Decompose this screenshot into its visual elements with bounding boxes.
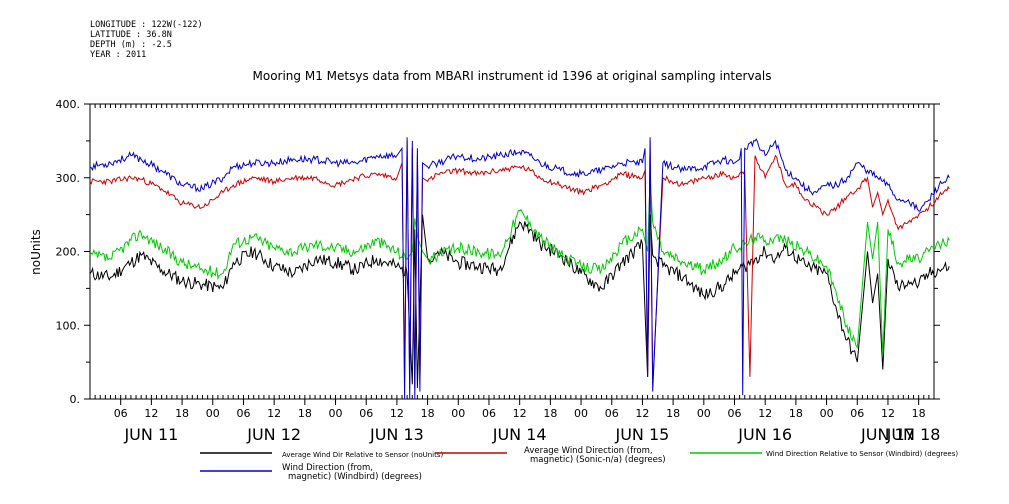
y-tick-label: 200. <box>56 246 81 259</box>
legend: Average Wind Dir Relative to Sensor (noU… <box>200 446 958 482</box>
x-tick-label: 00 <box>206 407 220 420</box>
legend-label: Average Wind Direction (from, magnetic) (… <box>524 446 666 465</box>
series-line <box>89 214 950 388</box>
series-line <box>89 137 950 400</box>
x-tick-label: 06 <box>850 407 864 420</box>
x-day-label: JUN 17 <box>860 425 915 444</box>
metadata-block: LONGITUDE : 122W(-122) LATITUDE : 36.8N … <box>90 20 203 60</box>
x-tick-label: 18 <box>298 407 312 420</box>
x-tick-label: 18 <box>912 407 926 420</box>
series-line <box>89 177 950 355</box>
x-tick-label: 06 <box>359 407 373 420</box>
x-tick-label: 06 <box>236 407 250 420</box>
x-tick-label: 12 <box>144 407 158 420</box>
chart-title: Mooring M1 Metsys data from MBARI instru… <box>253 69 772 83</box>
x-tick-label: 06 <box>482 407 496 420</box>
legend-label-line: Wind Direction Relative to Sensor (Windb… <box>766 450 958 458</box>
axis-ticks <box>84 103 940 405</box>
legend-label: Average Wind Dir Relative to Sensor (noU… <box>282 451 443 459</box>
x-tick-label: 18 <box>666 407 680 420</box>
x-day-label: JUN 15 <box>615 425 670 444</box>
x-tick-label: 18 <box>543 407 557 420</box>
legend-label-line: Average Wind Direction (from, <box>524 446 653 456</box>
year-text: YEAR : 2011 <box>90 50 147 60</box>
x-tick-label: 12 <box>881 407 895 420</box>
legend-label-line: magnetic) (Sonic-n/a) (degrees) <box>530 455 666 465</box>
axis-labels: 06 12 18 00 06 12 18 00 06 12 18 00 06 12 18 00 06 12 18 00… <box>56 98 941 444</box>
x-tick-label: 00 <box>451 407 465 420</box>
depth-text: DEPTH (m) : -2.5 <box>90 40 172 50</box>
x-tick-label: 12 <box>635 407 649 420</box>
latitude-text: LATITUDE : 36.8N <box>90 30 172 40</box>
y-tick-label: 0. <box>70 393 81 406</box>
y-tick-label: 100. <box>56 319 81 332</box>
x-tick-label: 18 <box>175 407 189 420</box>
legend-label: Wind Direction Relative to Sensor (Windb… <box>766 450 958 458</box>
x-day-label: JUN 13 <box>369 425 424 444</box>
y-axis-label: noUnits <box>29 229 43 275</box>
x-tick-label: 18 <box>789 407 803 420</box>
series-line <box>89 140 950 388</box>
x-tick-label: 06 <box>605 407 619 420</box>
series-lines <box>89 137 950 400</box>
x-tick-label: 12 <box>758 407 772 420</box>
x-tick-label: 00 <box>329 407 343 420</box>
x-day-label: JUN 16 <box>737 425 792 444</box>
x-day-label: JUN 11 <box>123 425 178 444</box>
x-tick-label: 18 <box>421 407 435 420</box>
x-tick-label: 06 <box>114 407 128 420</box>
y-tick-label: 400. <box>56 98 81 111</box>
x-tick-label: 06 <box>728 407 742 420</box>
legend-label: Wind Direction (from, magnetic) (Windbird… <box>282 463 422 482</box>
x-tick-label: 00 <box>574 407 588 420</box>
x-tick-label: 00 <box>697 407 711 420</box>
x-tick-label: 12 <box>513 407 527 420</box>
legend-label-line: Average Wind Dir Relative to Sensor (noU… <box>282 451 443 459</box>
legend-label-line: Wind Direction (from, <box>282 463 373 473</box>
x-tick-label: 12 <box>267 407 281 420</box>
legend-label-line: magnetic) (Windbird) (degrees) <box>288 472 422 482</box>
x-day-label: JUN 12 <box>246 425 301 444</box>
y-tick-label: 300. <box>56 172 81 185</box>
x-day-label: JUN 18 <box>886 425 941 444</box>
plot-frame <box>89 103 935 400</box>
longitude-text: LONGITUDE : 122W(-122) <box>90 20 203 30</box>
x-tick-label: 00 <box>820 407 834 420</box>
x-day-label: JUN 14 <box>492 425 547 444</box>
x-tick-label: 12 <box>390 407 404 420</box>
